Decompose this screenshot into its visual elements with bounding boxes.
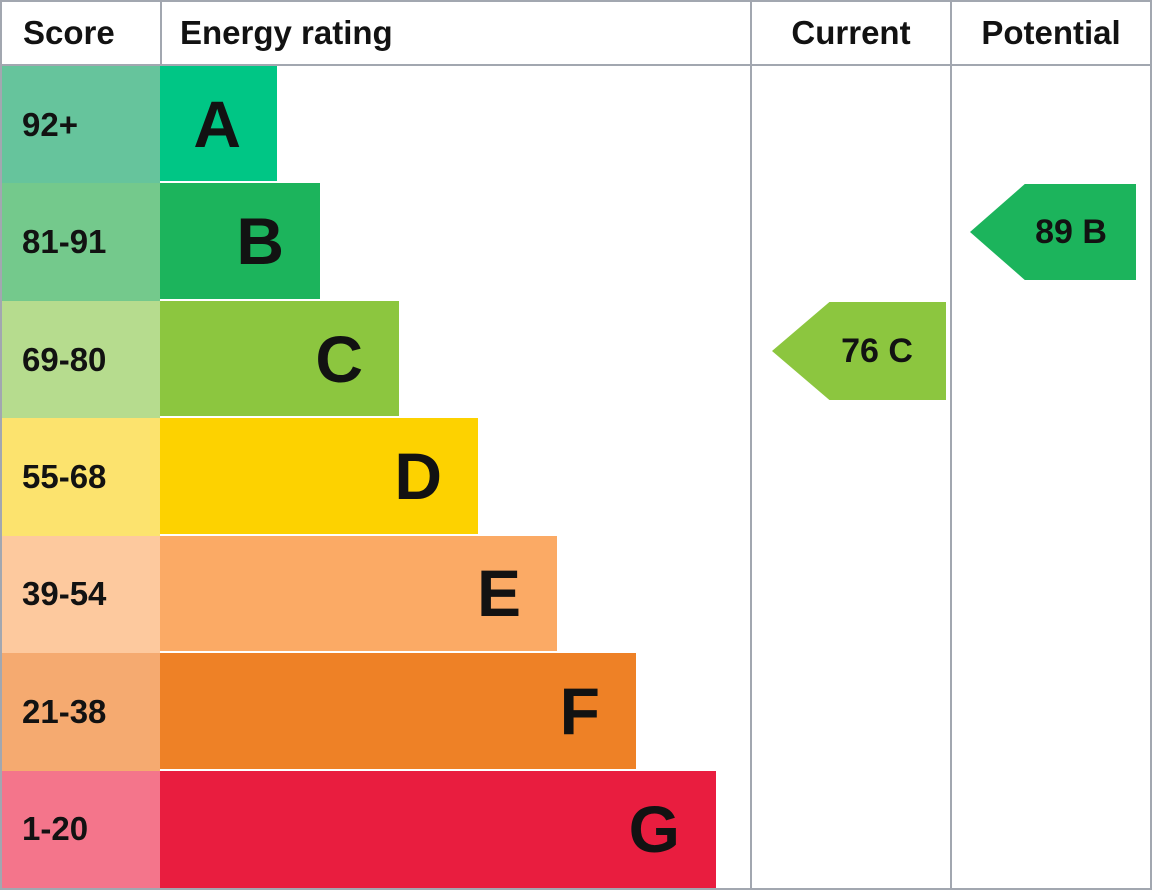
band-bar: D xyxy=(160,418,478,534)
band-score-label: 55-68 xyxy=(22,457,107,495)
band-score-label: 39-54 xyxy=(22,575,107,613)
band-score-cell: 1-20 xyxy=(2,770,160,888)
current-rating-label: 76 C xyxy=(841,331,913,370)
header-row: Score Energy rating Current Potential xyxy=(2,2,1150,64)
rating-ladder: 92+ A 81-91 B 69-80 C 55-68 D 39-54 E 21… xyxy=(2,66,750,888)
band-row-d: 55-68 D xyxy=(2,418,750,536)
energy-rating-column-header: Energy rating xyxy=(180,14,393,51)
band-bar: G xyxy=(160,770,716,888)
score-energy-divider xyxy=(160,2,162,64)
band-grade-label: E xyxy=(476,556,521,631)
band-score-label: 21-38 xyxy=(22,692,107,730)
band-row-g: 1-20 G xyxy=(2,770,750,888)
band-score-cell: 21-38 xyxy=(2,653,160,771)
band-score-label: 81-91 xyxy=(22,223,107,261)
band-row-c: 69-80 C xyxy=(2,300,750,419)
band-row-e: 39-54 E xyxy=(2,535,750,654)
band-grade-label: B xyxy=(236,204,284,279)
current-rating-arrow: 76 C xyxy=(772,302,946,400)
current-column-divider xyxy=(750,2,752,888)
score-column-header: Score xyxy=(23,14,115,51)
band-grade-label: G xyxy=(628,792,680,867)
band-score-label: 69-80 xyxy=(22,340,107,378)
potential-rating-arrow: 89 B xyxy=(970,184,1136,280)
header-underline xyxy=(2,64,1150,66)
band-bar: F xyxy=(160,653,636,769)
current-column-header: Current xyxy=(791,14,911,51)
band-score-cell: 69-80 xyxy=(2,300,160,419)
band-bar: C xyxy=(160,300,399,417)
band-bar: E xyxy=(160,535,557,652)
band-bar: A xyxy=(160,66,277,182)
band-row-a: 92+ A xyxy=(2,66,750,184)
band-row-f: 21-38 F xyxy=(2,653,750,771)
band-grade-label: F xyxy=(559,673,600,748)
band-grade-label: A xyxy=(193,86,241,161)
potential-column-header: Potential xyxy=(981,14,1121,51)
band-row-b: 81-91 B xyxy=(2,183,750,301)
potential-rating-label: 89 B xyxy=(1035,212,1107,251)
band-bar: B xyxy=(160,183,320,299)
band-score-label: 92+ xyxy=(22,105,78,143)
band-score-cell: 92+ xyxy=(2,66,160,184)
band-score-cell: 55-68 xyxy=(2,418,160,536)
band-grade-label: D xyxy=(394,438,442,513)
band-grade-label: C xyxy=(315,321,363,396)
band-score-cell: 81-91 xyxy=(2,183,160,301)
potential-column-divider xyxy=(950,2,952,888)
band-score-cell: 39-54 xyxy=(2,535,160,654)
band-score-label: 1-20 xyxy=(22,810,89,848)
